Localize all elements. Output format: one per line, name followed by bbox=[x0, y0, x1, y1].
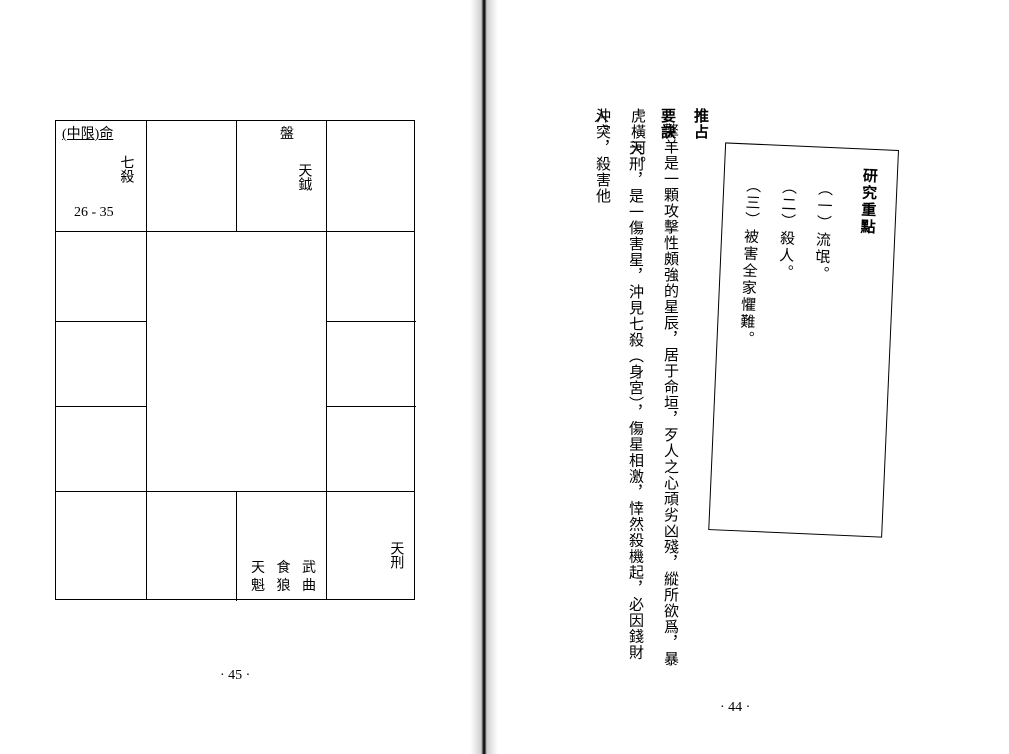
cell-bottom-r2-row2: 魁 狼 曲 bbox=[251, 579, 320, 594]
page-gutter bbox=[470, 0, 498, 754]
page-left: (中限)命 七殺 26 - 35 盤 天鉞 天刑 天 食 武 魁 狼 曲 · 4… bbox=[0, 0, 480, 754]
body-line-3: 人。 bbox=[592, 108, 608, 140]
research-box: 研究重點 （一）流氓。 （二）殺人。 （三）被害全家懼難。 bbox=[708, 142, 899, 537]
astro-chart: (中限)命 七殺 26 - 35 盤 天鉞 天刑 天 食 武 魁 狼 曲 bbox=[55, 120, 415, 600]
cell-bottom-r2-row1: 天 食 武 bbox=[251, 561, 320, 576]
page-right: 研究重點 （一）流氓。 （二）殺人。 （三）被害全家懼難。 推占要訣 擎羊是一顆… bbox=[480, 0, 1009, 754]
cell-top-left-label: (中限)命 bbox=[62, 127, 113, 142]
box-title: 研究重點 bbox=[836, 167, 887, 518]
page-number-right: · 44 · bbox=[720, 700, 750, 716]
body-line-2a: 天刑，是一傷害星，沖見七殺（身宮） bbox=[627, 140, 643, 405]
cell-top-r2-label: 盤 bbox=[280, 127, 294, 142]
cell-top-left-star: 七殺 bbox=[118, 155, 133, 183]
cell-top-left-range: 26 - 35 bbox=[74, 205, 114, 220]
cell-bottom-right-star: 天刑 bbox=[388, 541, 403, 569]
page-number-left: · 45 · bbox=[220, 668, 250, 684]
cell-top-r2-star: 天鉞 bbox=[296, 163, 311, 191]
